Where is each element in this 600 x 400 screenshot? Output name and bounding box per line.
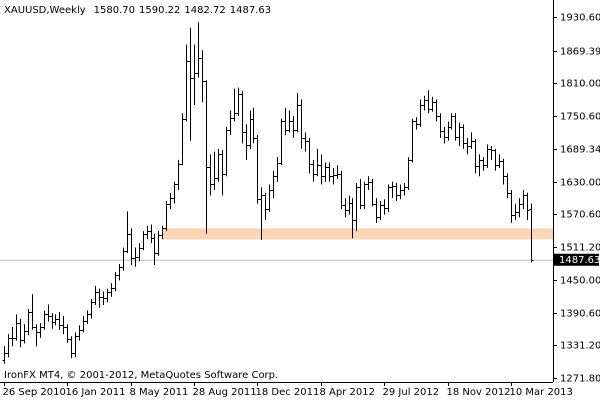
x-tick-label: 16 Jan 2011 bbox=[66, 387, 126, 398]
y-tick-label: 1331.20 bbox=[560, 341, 600, 352]
high-label: 1590.22 bbox=[139, 5, 180, 16]
support-zone bbox=[162, 228, 553, 240]
x-tick-label: 26 Sep 2010 bbox=[3, 387, 66, 398]
x-tick-label: 18 Dec 2011 bbox=[256, 387, 320, 398]
y-tick-label: 1390.60 bbox=[560, 309, 600, 320]
close-label: 1487.63 bbox=[230, 5, 271, 16]
last-price-label: 1487.63 bbox=[559, 255, 600, 266]
x-tick-label: 10 Mar 2013 bbox=[510, 387, 573, 398]
x-tick-label: 8 May 2011 bbox=[130, 387, 189, 398]
x-tick-label: 8 Apr 2012 bbox=[320, 387, 375, 398]
x-tick-label: 18 Nov 2012 bbox=[447, 387, 511, 398]
symbol: XAUUSD,Weekly bbox=[4, 5, 86, 16]
y-tick-label: 1630.00 bbox=[560, 178, 600, 189]
y-tick-label: 1750.60 bbox=[560, 112, 600, 123]
y-tick-label: 1810.00 bbox=[560, 79, 600, 90]
y-tick-label: 1689.34 bbox=[560, 145, 600, 156]
x-tick-label: 29 Jul 2012 bbox=[383, 387, 440, 398]
low-label: 1482.72 bbox=[184, 5, 225, 16]
open-label: 1580.70 bbox=[94, 5, 135, 16]
footer: IronFX MT4, © 2001-2012, MetaQuotes Soft… bbox=[4, 370, 278, 381]
y-tick-label: 1271.80 bbox=[560, 374, 600, 385]
y-tick-label: 1450.00 bbox=[560, 276, 600, 287]
y-tick-label: 1930.60 bbox=[560, 13, 600, 24]
last-price-box bbox=[554, 253, 599, 266]
y-tick-label: 1570.60 bbox=[560, 210, 600, 221]
zone-layer bbox=[0, 228, 553, 261]
header: XAUUSD,Weekly 1580.70 1590.22 1482.72 1487.6… bbox=[4, 5, 271, 16]
x-tick-label: 28 Aug 2011 bbox=[193, 387, 257, 398]
bar-layer bbox=[2, 22, 534, 364]
y-tick-label: 1511.20 bbox=[560, 243, 600, 254]
y-tick-label: 1869.39 bbox=[560, 47, 600, 58]
